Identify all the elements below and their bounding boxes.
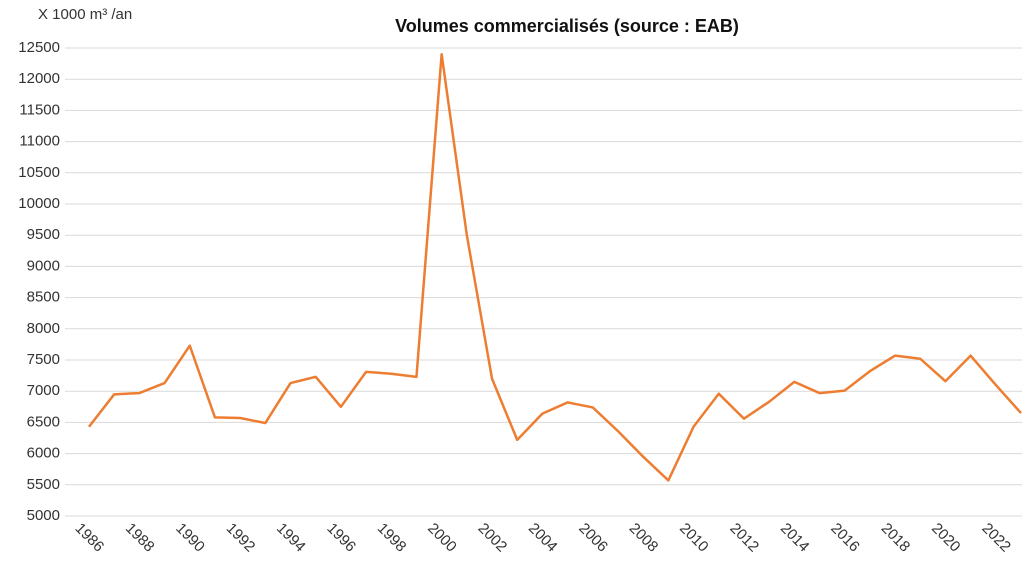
x-tick-label: 1988	[122, 520, 158, 556]
x-tick-label: 2004	[525, 520, 561, 556]
x-tick-label: 2012	[726, 520, 762, 556]
y-tick-label: 7500	[27, 351, 60, 368]
x-tick-label: 1990	[172, 520, 208, 556]
x-tick-label: 2020	[928, 520, 964, 556]
x-tick-label: 1996	[323, 520, 359, 556]
chart-title: Volumes commercialisés (source : EAB)	[395, 16, 739, 36]
x-tick-label: 2016	[827, 520, 863, 556]
x-tick-label: 2022	[978, 520, 1014, 556]
y-tick-label: 12000	[18, 70, 60, 87]
x-tick-label: 1994	[273, 520, 309, 556]
x-tick-label: 1986	[72, 520, 108, 556]
y-tick-label: 9500	[27, 226, 60, 243]
y-tick-label: 10500	[18, 164, 60, 181]
y-tick-label: 11500	[19, 101, 60, 118]
x-tick-label: 2010	[676, 520, 712, 556]
data-line	[88, 52, 1022, 482]
x-tick-label: 1992	[223, 520, 259, 556]
x-tick-label: 2018	[878, 520, 914, 556]
y-tick-label: 6500	[27, 413, 60, 430]
x-tick-label: 1998	[374, 520, 410, 556]
x-tick-label: 2014	[777, 520, 813, 556]
y-axis-label: X 1000 m³ /an	[38, 6, 132, 23]
y-tick-label: 9000	[27, 257, 60, 274]
y-tick-label: 12500	[18, 39, 60, 56]
y-tick-label: 5000	[27, 507, 60, 524]
y-tick-label: 11000	[19, 133, 60, 150]
y-tick-label: 7000	[27, 382, 60, 399]
x-tick-label: 2006	[575, 520, 611, 556]
y-tick-label: 8000	[27, 320, 60, 337]
x-tick-label: 2002	[475, 520, 511, 556]
y-tick-label: 6000	[27, 445, 60, 462]
y-tick-label: 8500	[27, 289, 60, 306]
x-tick-label: 2000	[424, 520, 460, 556]
x-tick-label: 2008	[626, 520, 662, 556]
y-tick-label: 10000	[18, 195, 60, 212]
y-tick-label: 5500	[27, 476, 60, 493]
